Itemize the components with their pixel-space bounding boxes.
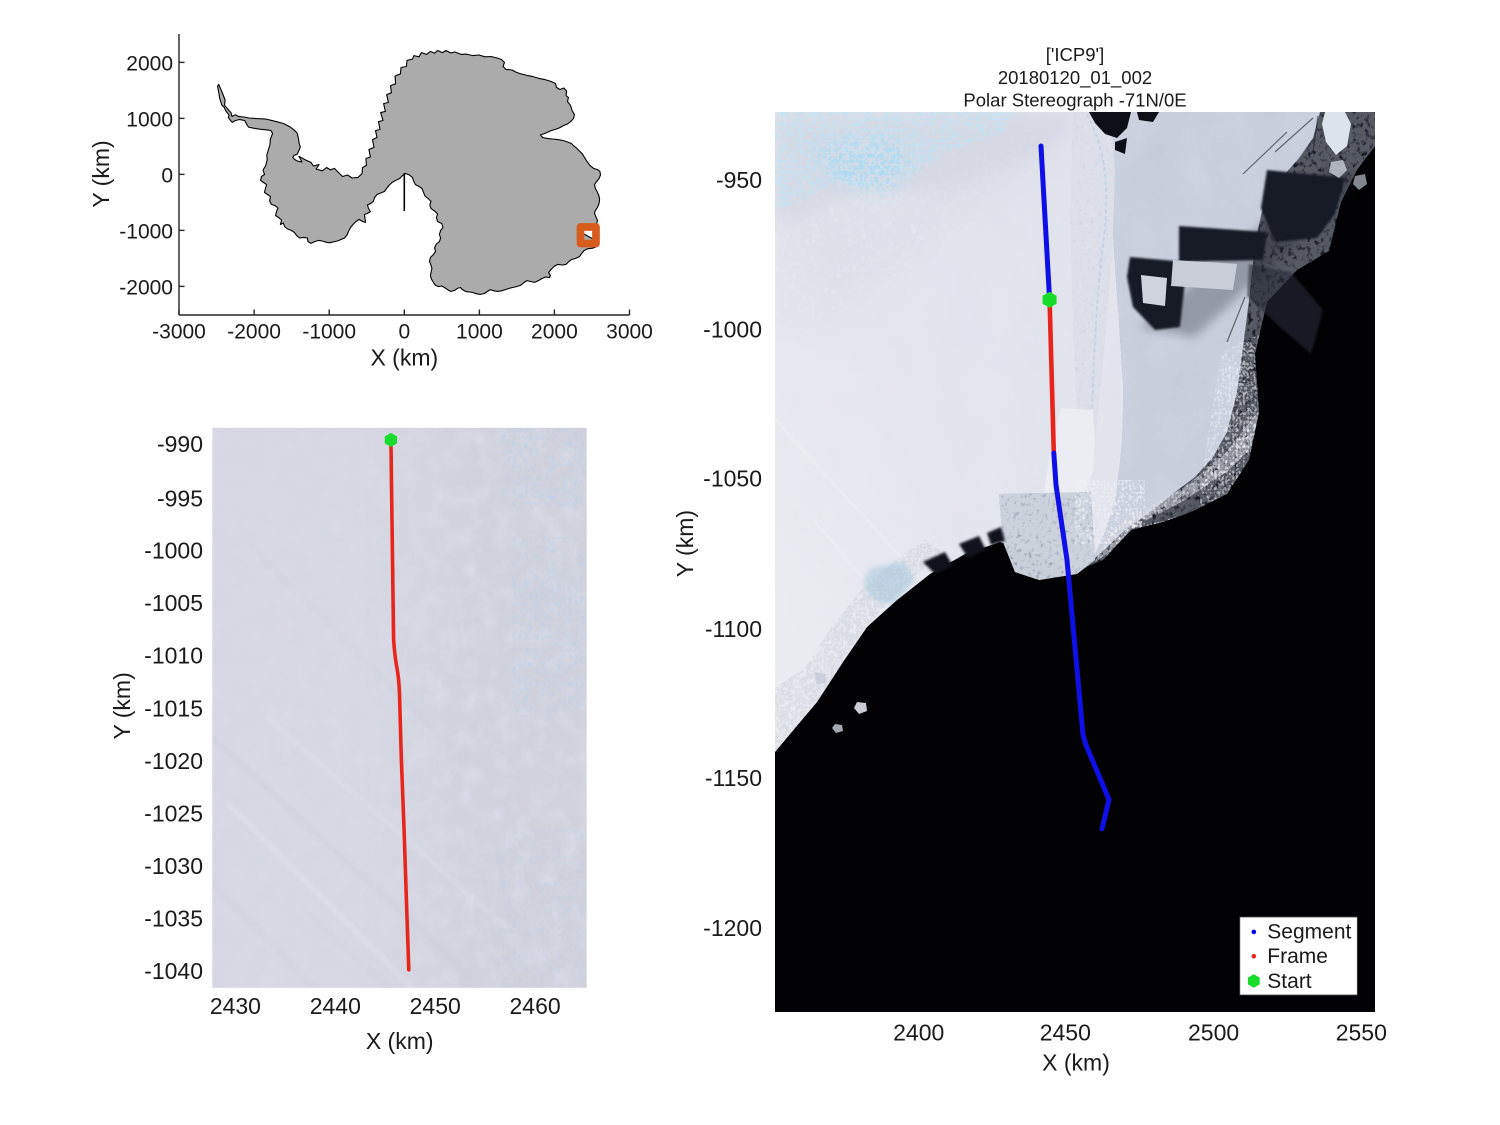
svg-text:-1200: -1200 xyxy=(703,915,762,941)
svg-text:-995: -995 xyxy=(157,485,203,511)
svg-text:Y (km): Y (km) xyxy=(672,510,698,577)
svg-text:0: 0 xyxy=(398,321,410,344)
svg-text:-1015: -1015 xyxy=(144,695,203,721)
svg-text:Start: Start xyxy=(1267,970,1312,993)
svg-text:-1010: -1010 xyxy=(144,642,203,668)
svg-text:-950: -950 xyxy=(716,167,762,193)
svg-text:-2000: -2000 xyxy=(227,321,281,344)
svg-text:Y (km): Y (km) xyxy=(109,672,135,739)
svg-text:2430: 2430 xyxy=(210,993,261,1019)
svg-text:-1020: -1020 xyxy=(144,748,203,774)
svg-text:X (km): X (km) xyxy=(366,1028,434,1054)
svg-text:-1050: -1050 xyxy=(703,466,762,492)
svg-text:-1025: -1025 xyxy=(144,800,203,826)
svg-text:2440: 2440 xyxy=(310,993,361,1019)
svg-text:3000: 3000 xyxy=(606,321,653,344)
svg-text:0: 0 xyxy=(161,164,173,187)
svg-text:2450: 2450 xyxy=(1040,1020,1091,1046)
svg-text:1000: 1000 xyxy=(126,108,173,131)
svg-text:-1005: -1005 xyxy=(144,590,203,616)
svg-text:-1000: -1000 xyxy=(144,537,203,563)
svg-text:20180120_01_002: 20180120_01_002 xyxy=(998,67,1152,89)
svg-text:-1000: -1000 xyxy=(119,220,173,243)
svg-text:-1040: -1040 xyxy=(144,958,203,984)
svg-text:2500: 2500 xyxy=(1188,1020,1239,1046)
svg-text:-3000: -3000 xyxy=(152,321,206,344)
svg-text:2000: 2000 xyxy=(126,52,173,75)
svg-text:2550: 2550 xyxy=(1336,1020,1387,1046)
svg-text:-1100: -1100 xyxy=(705,616,762,642)
svg-text:2000: 2000 xyxy=(531,321,578,344)
svg-text:X (km): X (km) xyxy=(370,345,438,371)
svg-text:-990: -990 xyxy=(157,431,203,457)
svg-text:2450: 2450 xyxy=(410,993,461,1019)
svg-text:-1000: -1000 xyxy=(302,321,356,344)
svg-text:-1030: -1030 xyxy=(144,853,203,879)
svg-text:2460: 2460 xyxy=(510,993,561,1019)
svg-text:-2000: -2000 xyxy=(119,276,173,299)
svg-text:2400: 2400 xyxy=(893,1020,944,1046)
svg-text:Frame: Frame xyxy=(1267,945,1328,968)
svg-text:-1000: -1000 xyxy=(703,317,762,343)
svg-text:Y (km): Y (km) xyxy=(88,140,114,207)
svg-text:1000: 1000 xyxy=(456,321,503,344)
svg-text:X (km): X (km) xyxy=(1042,1050,1110,1076)
svg-text:-1035: -1035 xyxy=(144,906,203,932)
svg-text:['ICP9']: ['ICP9'] xyxy=(1046,44,1104,65)
svg-text:Polar Stereograph -71N/0E: Polar Stereograph -71N/0E xyxy=(963,89,1186,110)
svg-text:Segment: Segment xyxy=(1267,921,1351,944)
svg-text:-1150: -1150 xyxy=(705,765,762,791)
